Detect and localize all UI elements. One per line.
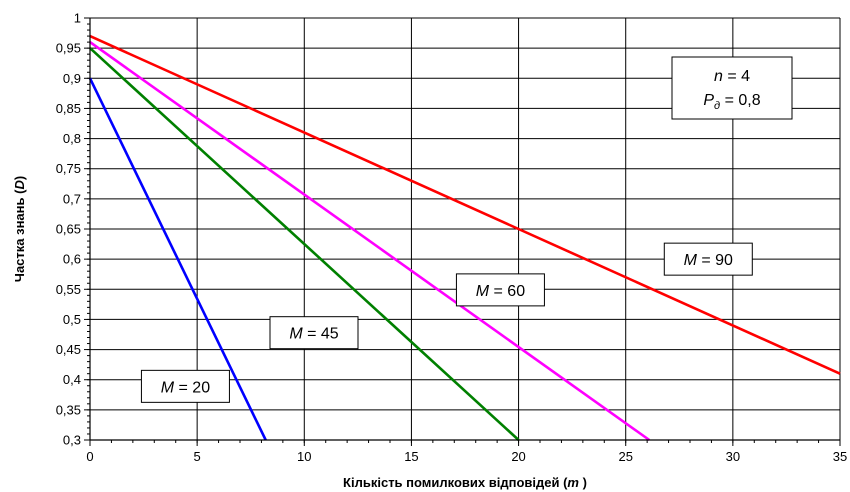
tick-labels: 0 5 10 15 20 25 30 35 0,3 0,35 0,4 0,45 0,5 0,55 0,6 0,… — [56, 11, 848, 465]
x-tick-label: 35 — [833, 449, 847, 464]
x-tick-label: 20 — [511, 449, 525, 464]
y-tick-label: 0,65 — [56, 222, 81, 237]
series-line-m-90 — [89, 34, 841, 375]
y-tick-label: 0,9 — [63, 71, 81, 86]
y-tick-label: 0,3 — [63, 433, 81, 448]
x-tick-label: 5 — [194, 449, 201, 464]
y-tick-label: 0,35 — [56, 402, 81, 417]
series-label-box — [455, 273, 545, 307]
series-label-box — [269, 316, 359, 350]
y-tick-label: 0,6 — [63, 252, 81, 267]
series-label: M = 90 — [684, 252, 733, 269]
annotation-line-p: Pд = 0,8 — [703, 92, 760, 112]
series-line-m-20 — [88, 77, 267, 441]
x-tick-label: 10 — [297, 449, 311, 464]
y-tick-label: 0,95 — [56, 41, 81, 56]
series-label: M = 45 — [289, 326, 338, 343]
y-tick-label: 0,85 — [56, 101, 81, 116]
annotation-box: n = 4 Pд = 0,8 — [671, 56, 793, 120]
y-tick-label: 0,75 — [56, 161, 81, 176]
x-tick-label: 30 — [726, 449, 740, 464]
y-tick-label: 0,8 — [63, 131, 81, 146]
series-label: M = 60 — [476, 283, 525, 300]
y-tick-label: 0,45 — [56, 342, 81, 357]
series-line-m-45 — [89, 47, 520, 441]
series-group — [88, 34, 841, 442]
x-axis-title: Кількість помилкових відповідей (m ) — [343, 475, 587, 490]
y-tick-label: 0,7 — [63, 191, 81, 206]
series-label-box — [140, 369, 230, 403]
annotation-frame — [671, 56, 793, 120]
y-tick-label: 0,5 — [63, 312, 81, 327]
y-tick-label: 1 — [74, 11, 81, 26]
annotation-line-n: n = 4 — [714, 68, 750, 85]
x-tick-label: 25 — [618, 449, 632, 464]
series-label: M = 20 — [161, 379, 210, 396]
axes — [84, 17, 841, 446]
series-label-box — [663, 242, 753, 276]
series-line-m-60 — [89, 41, 651, 442]
y-tick-label: 0,55 — [56, 282, 81, 297]
x-tick-label: 0 — [86, 449, 93, 464]
series-labels: M = 20 M = 45 M = 60 M = 90 — [140, 242, 753, 403]
y-tick-label: 0,4 — [63, 372, 81, 387]
x-tick-label: 15 — [404, 449, 418, 464]
y-axis-title: Частка знань (D) — [12, 176, 27, 282]
